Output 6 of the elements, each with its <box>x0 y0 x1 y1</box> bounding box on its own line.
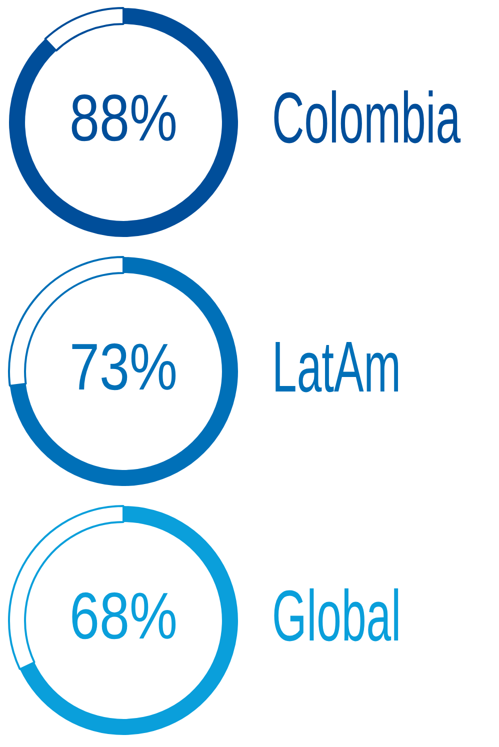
slice-label: Colombia <box>272 77 462 158</box>
data-label: 88% <box>70 80 178 155</box>
data-label: 73% <box>70 329 178 404</box>
data-label: 68% <box>70 578 178 653</box>
slice-label: Global <box>272 575 402 656</box>
slice-label: LatAm <box>272 326 401 407</box>
